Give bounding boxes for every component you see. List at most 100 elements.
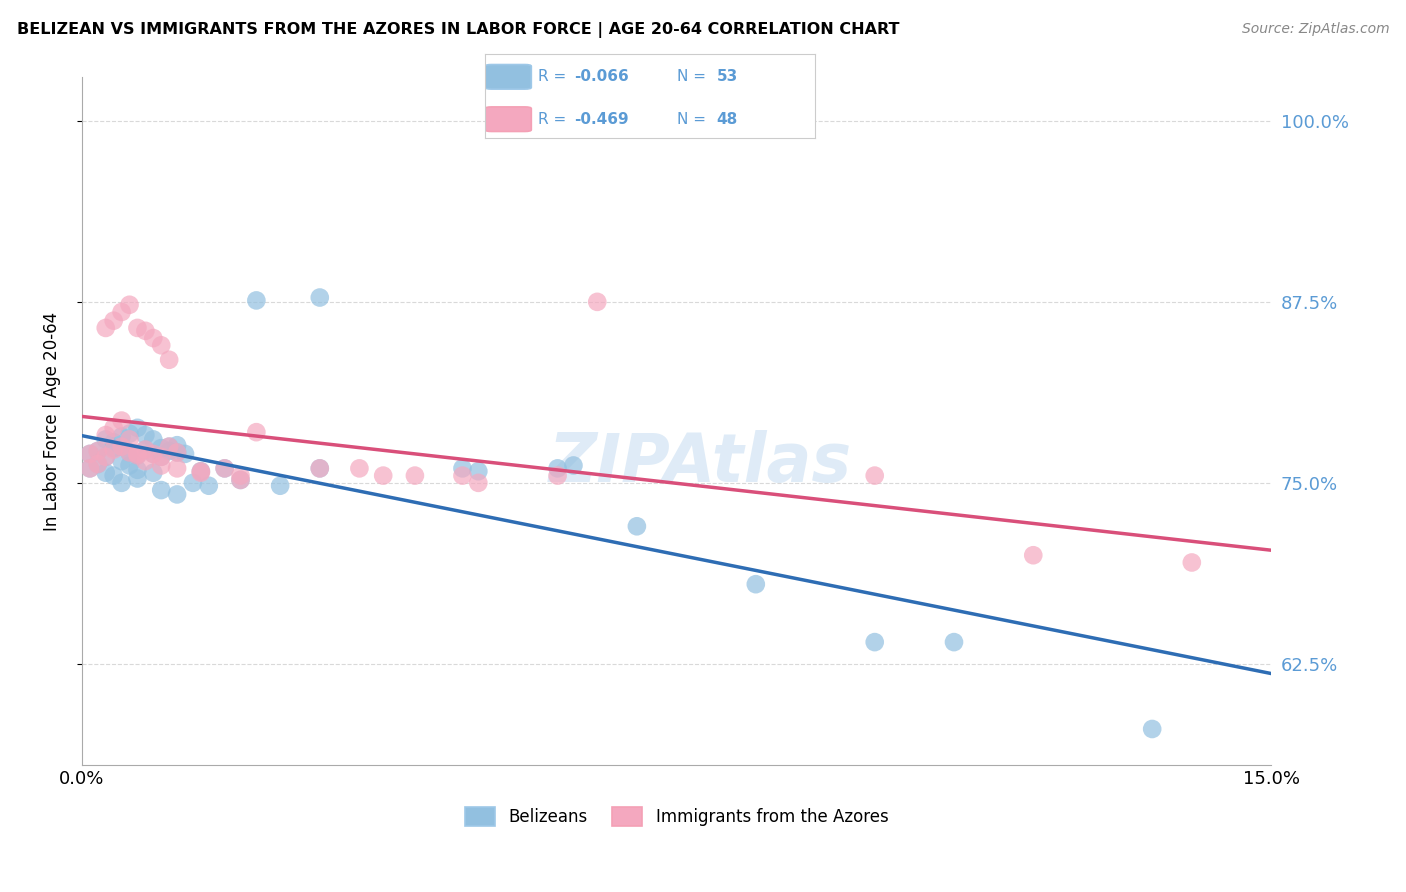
Point [94,466,117,480]
Point [150,458,173,473]
Point [103,421,125,435]
Point [94,450,117,464]
Point [181,475,204,490]
Point [127,447,149,461]
Point [562,458,585,473]
Text: -0.469: -0.469 [574,112,628,127]
Point [79,461,101,475]
Point [157,440,180,454]
Point [110,305,132,319]
Point [87,457,110,471]
Point [245,293,267,308]
Text: R =: R = [538,112,571,127]
Point [467,464,489,478]
Point [127,321,149,335]
Point [134,442,156,457]
Point [166,487,188,501]
Point [142,447,165,461]
Text: 48: 48 [716,112,738,127]
Point [110,440,132,454]
Point [79,447,101,461]
Point [547,468,569,483]
Text: 53: 53 [716,70,738,85]
Point [110,440,132,454]
Point [103,468,125,483]
Point [118,445,141,459]
Point [745,577,768,591]
Point [308,291,330,305]
Point [190,464,212,478]
Point [166,461,188,475]
Point [118,433,141,447]
Text: N =: N = [676,70,710,85]
Point [79,461,101,475]
Point [1140,722,1163,736]
Point [87,457,110,471]
Point [229,473,252,487]
FancyBboxPatch shape [485,107,531,131]
Point [103,442,125,457]
Point [943,635,966,649]
Point [94,428,117,442]
Text: N =: N = [676,112,710,127]
Point [127,448,149,462]
Point [451,461,474,475]
Point [547,461,569,475]
Point [127,471,149,485]
Point [103,441,125,455]
Text: ZIPAtlas: ZIPAtlas [548,430,852,496]
FancyBboxPatch shape [485,64,531,89]
Point [94,321,117,335]
Point [79,447,101,461]
Point [87,444,110,458]
Point [1022,548,1045,562]
Point [118,445,141,459]
Point [118,458,141,473]
Point [110,475,132,490]
Point [190,464,212,478]
Point [150,483,173,497]
Point [245,425,267,439]
Point [142,466,165,480]
Text: Source: ZipAtlas.com: Source: ZipAtlas.com [1241,22,1389,37]
Text: -0.066: -0.066 [574,70,628,85]
Point [94,450,117,464]
Point [127,463,149,477]
Point [150,338,173,352]
Point [349,461,371,475]
Legend: Belizeans, Immigrants from the Azores: Belizeans, Immigrants from the Azores [458,800,896,832]
Point [94,433,117,447]
Point [127,421,149,435]
Point [198,479,221,493]
Point [451,468,474,483]
Point [110,454,132,468]
Point [863,468,886,483]
Point [308,461,330,475]
Point [103,435,125,450]
Point [373,468,395,483]
Point [269,479,291,493]
Point [118,298,141,312]
Point [166,445,188,459]
Point [229,468,252,483]
Point [174,447,197,461]
Point [110,429,132,443]
Point [308,461,330,475]
Point [134,442,156,457]
Point [142,331,165,345]
Point [214,461,236,475]
Point [626,519,648,533]
Point [87,444,110,458]
Point [190,466,212,480]
Point [157,440,180,454]
Point [467,475,489,490]
Point [150,450,173,464]
Point [118,426,141,441]
Point [229,473,252,487]
Point [150,441,173,455]
Point [134,324,156,338]
Point [157,444,180,458]
Point [166,438,188,452]
Point [1181,556,1204,570]
Text: R =: R = [538,70,571,85]
